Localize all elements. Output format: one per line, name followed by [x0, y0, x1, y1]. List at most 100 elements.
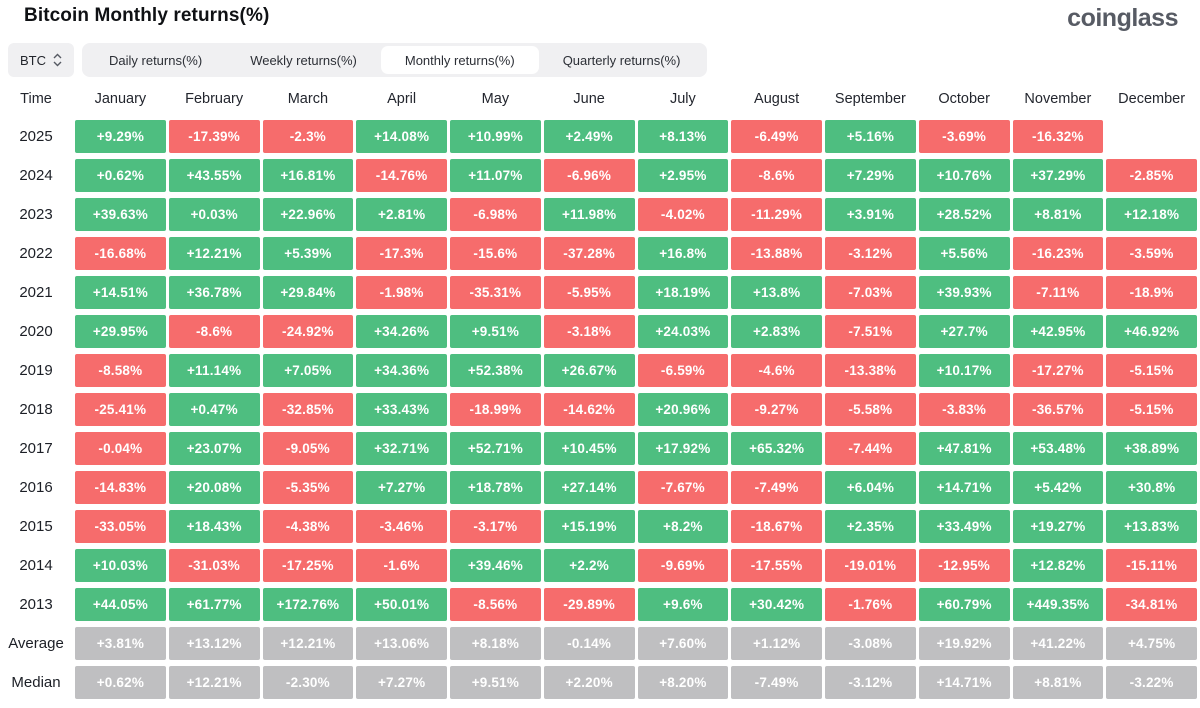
- return-cell: +53.48%: [1012, 432, 1104, 466]
- return-cell: +8.81%: [1012, 666, 1104, 700]
- return-cell: +19.27%: [1012, 510, 1104, 544]
- return-cell: -3.59%: [1106, 237, 1197, 271]
- column-header-october: October: [938, 91, 990, 108]
- return-cell: +47.81%: [918, 432, 1010, 466]
- return-cell: +27.14%: [543, 471, 635, 505]
- monthly-returns-table: Time January February March April May June July…: [0, 87, 1200, 700]
- page-title: Bitcoin Monthly returns(%): [24, 5, 270, 26]
- return-cell: +12.82%: [1012, 549, 1104, 583]
- return-cell: -3.18%: [543, 315, 635, 349]
- column-header-time: Time: [20, 91, 52, 108]
- return-cell: -2.30%: [262, 666, 354, 700]
- return-cell: +60.79%: [918, 588, 1010, 622]
- return-cell: +30.42%: [731, 588, 822, 622]
- column-header-august: August: [754, 91, 800, 108]
- return-cell: +9.6%: [637, 588, 729, 622]
- column-header-january: January: [94, 91, 147, 108]
- tab-quarterly-returns[interactable]: Quarterly returns(%): [539, 46, 705, 74]
- return-cell: -3.12%: [825, 237, 916, 271]
- table-row-2020: 2020 +29.95% -8.6% -24.92% +34.26% +9.51% -3.1…: [0, 315, 1197, 349]
- return-cell: +3.91%: [825, 198, 916, 232]
- return-cell: +2.95%: [637, 159, 729, 193]
- symbol-select[interactable]: BTC: [8, 43, 74, 78]
- return-cell: -7.49%: [731, 666, 822, 700]
- row-label-2018: 2018: [19, 401, 53, 419]
- return-cell: -17.39%: [168, 120, 260, 154]
- return-cell: +7.60%: [637, 627, 729, 661]
- return-cell: +9.29%: [75, 120, 166, 154]
- return-cell: +2.83%: [731, 315, 822, 349]
- return-cell: -17.3%: [356, 237, 447, 271]
- tab-weekly-returns[interactable]: Weekly returns(%): [226, 46, 381, 74]
- return-cell: -9.05%: [262, 432, 354, 466]
- returns-tab-group: Daily returns(%) Weekly returns(%) Monthly…: [82, 43, 708, 78]
- column-header-february: February: [185, 91, 244, 108]
- return-cell: +10.03%: [75, 549, 166, 583]
- return-cell: -18.67%: [731, 510, 822, 544]
- return-cell: +34.26%: [356, 315, 447, 349]
- return-cell: +13.06%: [356, 627, 447, 661]
- return-cell: +29.95%: [75, 315, 166, 349]
- return-cell: -16.68%: [75, 237, 166, 271]
- return-cell: -6.98%: [450, 198, 541, 232]
- return-cell: +37.29%: [1012, 159, 1104, 193]
- table-row-2017: 2017 -0.04% +23.07% -9.05% +32.71% +52.71% +10…: [0, 432, 1197, 466]
- return-cell: -14.62%: [543, 393, 635, 427]
- return-cell: -1.98%: [356, 276, 447, 310]
- return-cell: -6.96%: [543, 159, 635, 193]
- return-cell: +36.78%: [168, 276, 260, 310]
- return-cell: +16.81%: [262, 159, 354, 193]
- return-cell: +7.05%: [262, 354, 354, 388]
- return-cell: -12.95%: [918, 549, 1010, 583]
- row-label-2021: 2021: [19, 284, 53, 302]
- return-cell: +20.96%: [637, 393, 729, 427]
- return-cell: +12.21%: [168, 666, 260, 700]
- return-cell: +50.01%: [356, 588, 447, 622]
- row-label-2017: 2017: [19, 440, 53, 458]
- return-cell: -7.49%: [731, 471, 822, 505]
- return-cell: -7.51%: [825, 315, 916, 349]
- return-cell: +65.32%: [731, 432, 822, 466]
- return-cell: -3.46%: [356, 510, 447, 544]
- column-header-march: March: [287, 91, 329, 108]
- row-label-2024: 2024: [19, 167, 53, 185]
- row-label-2019: 2019: [19, 362, 53, 380]
- return-cell: +0.47%: [168, 393, 260, 427]
- return-cell: +43.55%: [168, 159, 260, 193]
- return-cell: +7.29%: [825, 159, 916, 193]
- return-cell: -1.76%: [825, 588, 916, 622]
- row-label-average: Average: [8, 635, 64, 653]
- tab-monthly-returns[interactable]: Monthly returns(%): [380, 46, 539, 75]
- return-cell: +10.76%: [918, 159, 1010, 193]
- return-cell: -0.04%: [75, 432, 166, 466]
- return-cell: +5.42%: [1012, 471, 1104, 505]
- return-cell: +34.36%: [356, 354, 447, 388]
- return-cell: -3.17%: [450, 510, 541, 544]
- table-row-2013: 2013 +44.05% +61.77% +172.76% +50.01% -8.56% -…: [0, 588, 1197, 622]
- return-cell: +30.8%: [1106, 471, 1197, 505]
- return-cell: -16.32%: [1012, 120, 1104, 154]
- return-cell: +10.99%: [450, 120, 541, 154]
- return-cell: -6.59%: [637, 354, 729, 388]
- coinglass-logo: coinglass: [1067, 4, 1178, 32]
- return-cell: -3.83%: [918, 393, 1010, 427]
- row-label-2020: 2020: [19, 323, 53, 341]
- tab-daily-returns[interactable]: Daily returns(%): [85, 46, 226, 74]
- return-cell: +19.92%: [918, 627, 1010, 661]
- return-cell: -18.99%: [450, 393, 541, 427]
- return-cell: -17.25%: [262, 549, 354, 583]
- return-cell: +8.20%: [637, 666, 729, 700]
- return-cell: -19.01%: [825, 549, 916, 583]
- return-cell: +449.35%: [1012, 588, 1104, 622]
- return-cell: +20.08%: [168, 471, 260, 505]
- return-cell: -24.92%: [262, 315, 354, 349]
- return-cell: -31.03%: [168, 549, 260, 583]
- return-cell: +14.71%: [918, 666, 1010, 700]
- table-row-2025: 2025 +9.29% -17.39% -2.3% +14.08% +10.99% +2.4…: [0, 120, 1197, 154]
- row-label-2016: 2016: [19, 479, 53, 497]
- column-header-november: November: [1024, 91, 1092, 108]
- return-cell: +0.62%: [75, 159, 166, 193]
- return-cell: +33.49%: [918, 510, 1010, 544]
- return-cell: +9.51%: [450, 666, 541, 700]
- return-cell: +11.07%: [450, 159, 541, 193]
